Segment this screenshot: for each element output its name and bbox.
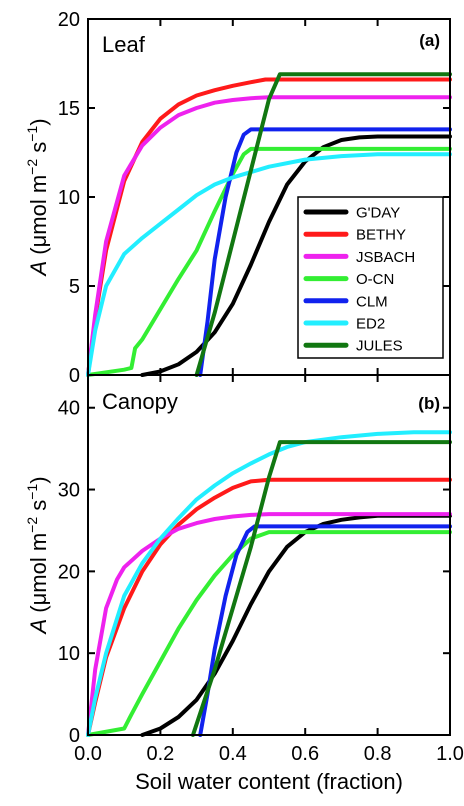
- series-line-jules: [191, 440, 452, 737]
- x-tick-label: 0.4: [219, 743, 247, 765]
- y-axis-title-sup: −2: [24, 159, 40, 175]
- y-tick-label: 20: [58, 9, 80, 31]
- y-axis-title-leaf: A (μmol m−2 s−1): [24, 118, 51, 277]
- series-line-jules: [194, 72, 452, 377]
- series-line-bethy: [86, 77, 452, 377]
- panel-canopy-ticks: 0 10 20 30 40: [58, 375, 451, 747]
- panel-canopy-title: Canopy: [102, 389, 178, 414]
- y-axis-title-part: ): [26, 476, 51, 483]
- y-axis-title-sup: −1: [24, 484, 40, 500]
- y-axis-title-part: (μmol m: [26, 533, 51, 619]
- panel-leaf-series: [86, 72, 452, 377]
- y-axis-title-symbol: A: [26, 261, 51, 278]
- series-line-ed2: [86, 152, 452, 377]
- legend-label: CLM: [356, 293, 388, 310]
- series-line-clm: [198, 524, 452, 737]
- legend-label: G'DAY: [356, 205, 400, 222]
- panel-canopy-tag: (b): [418, 394, 440, 413]
- series-line-o-cn: [86, 530, 452, 737]
- panel-canopy-series: [86, 430, 452, 737]
- x-tick-label: 0.8: [364, 743, 392, 765]
- series-line-o-cn: [86, 146, 452, 377]
- legend-label: O-CN: [356, 271, 394, 288]
- y-tick-label: 0: [69, 725, 80, 747]
- y-tick-label: 10: [58, 187, 80, 209]
- y-axis-title-part: ): [26, 118, 51, 125]
- panel-canopy-frame: [87, 374, 451, 736]
- y-tick-label: 30: [58, 480, 80, 502]
- y-tick-label: 0: [69, 365, 80, 387]
- y-axis-title-sup: −2: [24, 517, 40, 533]
- y-tick-label: 40: [58, 398, 80, 420]
- y-tick-label: 10: [58, 643, 80, 665]
- legend-items: G'DAY BETHY JSBACH O-CN CLM ED2 JULES: [303, 205, 415, 355]
- panel-leaf-ticks: 0 5 10 15 20: [58, 9, 451, 387]
- legend: G'DAY BETHY JSBACH O-CN CLM ED2 JULES: [297, 196, 444, 359]
- series-line-jsbach: [86, 512, 452, 737]
- y-tick-label: 20: [58, 561, 80, 583]
- y-axis-title-part: s: [26, 500, 51, 517]
- legend-label: BETHY: [356, 227, 406, 244]
- y-tick-label: 15: [58, 98, 80, 120]
- x-tick-label: 0.2: [146, 743, 174, 765]
- x-axis-title: Soil water content (fraction): [135, 769, 403, 794]
- series-line-g-day: [140, 513, 452, 737]
- y-axis-title-canopy: A (μmol m−2 s−1): [24, 476, 51, 635]
- panel-leaf: 0 5 10 15 20 Leaf (a) G'DAY BETHY JSBACH O-CN CL…: [58, 9, 452, 387]
- x-tick-label: 0.0: [74, 743, 102, 765]
- y-axis-title-part: s: [26, 142, 51, 159]
- y-tick-label: 5: [69, 276, 80, 298]
- legend-label: JSBACH: [356, 249, 415, 266]
- y-axis-title-part: (μmol m: [26, 175, 51, 261]
- x-tick-label: 1.0: [436, 743, 464, 765]
- panel-canopy: 0 10 20 30 40 Canopy (b): [58, 374, 452, 747]
- panel-leaf-tag: (a): [419, 31, 440, 50]
- x-tick-labels: 0.0 0.2 0.4 0.6 0.8 1.0: [74, 743, 464, 765]
- series-line-ed2: [86, 430, 452, 737]
- series-line-jsbach: [86, 95, 452, 377]
- y-axis-title-sup: −1: [24, 126, 40, 142]
- series-line-g-day: [140, 134, 452, 377]
- legend-label: ED2: [356, 316, 385, 333]
- x-tick-label: 0.6: [291, 743, 319, 765]
- legend-label: JULES: [356, 338, 403, 355]
- series-line-clm: [198, 127, 452, 377]
- panel-leaf-title: Leaf: [102, 32, 146, 57]
- series-line-bethy: [86, 477, 452, 737]
- y-axis-title-symbol: A: [26, 619, 51, 636]
